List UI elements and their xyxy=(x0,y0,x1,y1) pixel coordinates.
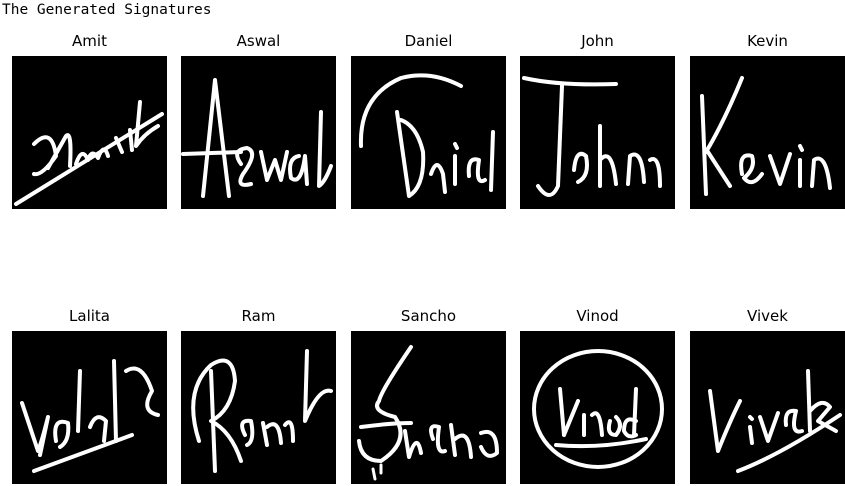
signature-image xyxy=(520,56,675,209)
signature-label: Ram xyxy=(241,307,276,325)
signature-drawing xyxy=(191,349,333,473)
signature-image xyxy=(690,331,845,484)
signature-label: Vivek xyxy=(747,307,788,325)
signature-image xyxy=(351,331,506,484)
signature-image xyxy=(351,56,506,209)
output-title: The Generated Signatures xyxy=(2,2,212,18)
signature-label: Aswal xyxy=(236,32,281,50)
signature-label: Kevin xyxy=(747,32,788,50)
signature-label: Amit xyxy=(72,32,107,50)
signature-image xyxy=(181,56,336,209)
signature-drawing xyxy=(708,369,842,473)
signature-drawing xyxy=(357,345,499,481)
signature-drawing xyxy=(20,359,160,473)
signature-label: Lalita xyxy=(69,307,110,325)
signature-drawing xyxy=(14,100,164,206)
signature-image xyxy=(181,331,336,484)
signature-drawing xyxy=(181,78,333,198)
signature-image xyxy=(12,56,167,209)
signature-drawing xyxy=(532,349,664,469)
signature-drawing xyxy=(700,76,832,196)
signature-drawing xyxy=(358,73,495,198)
signature-image xyxy=(520,331,675,484)
signature-label: Vinod xyxy=(576,307,619,325)
signature-label: John xyxy=(581,32,614,50)
signature-label: Sancho xyxy=(400,307,457,325)
signature-image xyxy=(690,56,845,209)
signature-image xyxy=(12,331,167,484)
signature-drawing xyxy=(522,76,662,197)
signature-label: Daniel xyxy=(404,32,453,50)
